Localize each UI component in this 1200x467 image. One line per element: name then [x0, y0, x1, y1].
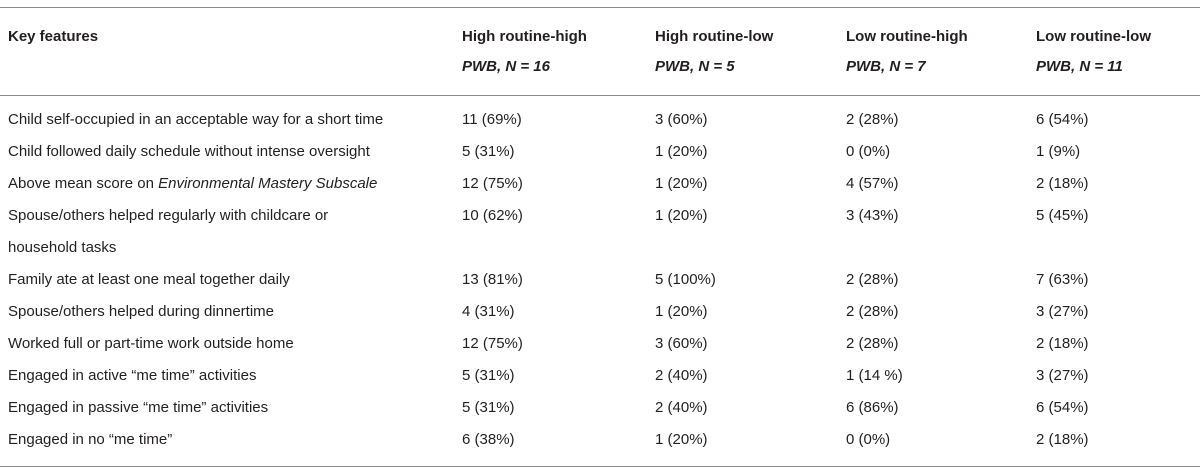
value-cell: 13 (81%) — [462, 271, 523, 288]
value-cell: 3 (60%) — [655, 335, 708, 352]
value-cell: 2 (40%) — [655, 399, 708, 416]
feature-cell: Above mean score on Environmental Master… — [0, 168, 454, 200]
value-cell: 1 (14 %) — [846, 367, 903, 384]
value-cell: 6 (54%) — [1036, 399, 1089, 416]
header-cell: High routine-high PWB, N = 16 — [454, 8, 647, 96]
feature-line2: household tasks — [8, 239, 117, 256]
table-row: Child self-occupied in an acceptable way… — [0, 96, 1200, 137]
feature-cell: Engaged in passive “me time” activities — [0, 392, 454, 424]
value-cell: 6 (54%) — [1036, 111, 1089, 128]
header-line: High routine-high — [462, 28, 587, 45]
feature-text: Worked full or part-time work outside ho… — [8, 335, 294, 352]
value-cell: 7 (63%) — [1036, 271, 1089, 288]
value-cell: 0 (0%) — [846, 431, 891, 448]
value-cell: 5 (31%) — [462, 367, 515, 384]
value-cell: 2 (28%) — [846, 111, 899, 128]
value-cell: 2 (28%) — [846, 335, 899, 352]
value-cell: 1 (20%) — [655, 207, 708, 224]
feature-cell: Engaged in active “me time” activities — [0, 360, 454, 392]
table-row: Engaged in no “me time” 6 (38%) 1 (20%) 0 (… — [0, 424, 1200, 467]
value-cell: 12 (75%) — [462, 335, 523, 352]
header-cell: Key features — [8, 28, 99, 45]
header-line: High routine-low — [655, 28, 774, 45]
header-subline: PWB, N = 16 — [462, 58, 550, 75]
value-cell: 1 (20%) — [655, 431, 708, 448]
value-cell: 5 (31%) — [462, 399, 515, 416]
header-cell: Low routine-high PWB, N = 7 — [838, 8, 1028, 96]
value-cell: 1 (20%) — [655, 175, 708, 192]
value-cell: 5 (45%) — [1036, 207, 1089, 224]
feature-text: Engaged in active “me time” activities — [8, 367, 257, 384]
feature-italic: Environmental Mastery Subscale — [158, 175, 378, 192]
value-cell: 3 (27%) — [1036, 367, 1089, 384]
value-cell: 5 (100%) — [655, 271, 716, 288]
feature-text: Family ate at least one meal together da… — [8, 271, 290, 288]
value-cell: 2 (40%) — [655, 367, 708, 384]
feature-cell: Child self-occupied in an acceptable way… — [0, 96, 454, 137]
table-row: Above mean score on Environmental Master… — [0, 168, 1200, 200]
value-cell: 2 (28%) — [846, 303, 899, 320]
header-subline: PWB, N = 5 — [655, 58, 735, 75]
table-row: Engaged in active “me time” activities 5 … — [0, 360, 1200, 392]
feature-cell: Engaged in no “me time” — [0, 424, 454, 467]
header-row: Key features High routine-high PWB, N = 16… — [0, 7, 1200, 96]
feature-cell: Spouse/others helped during dinnertime — [0, 296, 454, 328]
feature-text: Spouse/others helped regularly with chil… — [8, 207, 329, 224]
value-cell: 11 (69%) — [462, 111, 522, 128]
value-cell: 4 (31%) — [462, 303, 515, 320]
value-cell: 2 (28%) — [846, 271, 899, 288]
value-cell: 12 (75%) — [462, 175, 523, 192]
value-cell: 0 (0%) — [846, 143, 891, 160]
value-cell: 1 (9%) — [1036, 143, 1081, 160]
feature-cell: Spouse/others helped regularly with chil… — [0, 200, 454, 264]
value-cell: 2 (18%) — [1036, 175, 1089, 192]
value-cell: 5 (31%) — [462, 143, 515, 160]
table-body: Child self-occupied in an acceptable way… — [0, 96, 1200, 467]
feature-text: Child self-occupied in an acceptable way… — [8, 111, 384, 128]
table-row: Spouse/others helped during dinnertime 4 … — [0, 296, 1200, 328]
value-cell: 3 (27%) — [1036, 303, 1089, 320]
feature-cell: Worked full or part-time work outside ho… — [0, 328, 454, 360]
header-cell: High routine-low PWB, N = 5 — [647, 8, 838, 96]
table-row: Worked full or part-time work outside ho… — [0, 328, 1200, 360]
value-cell: 3 (60%) — [655, 111, 708, 128]
header-cell: Low routine-low PWB, N = 11 — [1028, 8, 1200, 96]
feature-text: Spouse/others helped during dinnertime — [8, 303, 275, 320]
value-cell: 4 (57%) — [846, 175, 899, 192]
table-row: Family ate at least one meal together da… — [0, 264, 1200, 296]
value-cell: 3 (43%) — [846, 207, 899, 224]
table-row: Spouse/others helped regularly with chil… — [0, 200, 1200, 264]
table-row: Child followed daily schedule without in… — [0, 136, 1200, 168]
value-cell: 2 (18%) — [1036, 431, 1089, 448]
feature-cell: Child followed daily schedule without in… — [0, 136, 454, 168]
feature-text: Engaged in passive “me time” activities — [8, 399, 269, 416]
header-subline: PWB, N = 11 — [1036, 58, 1123, 75]
feature-text: Child followed daily schedule without in… — [8, 143, 370, 160]
table-header: Key features High routine-high PWB, N = 16… — [0, 7, 1200, 96]
value-cell: 1 (20%) — [655, 143, 708, 160]
value-cell: 6 (86%) — [846, 399, 899, 416]
data-table: Key features High routine-high PWB, N = 16… — [0, 7, 1200, 467]
feature-cell: Family ate at least one meal together da… — [0, 264, 454, 296]
header-subline: PWB, N = 7 — [846, 58, 926, 75]
value-cell: 10 (62%) — [462, 207, 523, 224]
feature-text: Above mean score on — [8, 175, 154, 192]
value-cell: 2 (18%) — [1036, 335, 1089, 352]
table-row: Engaged in passive “me time” activities 5… — [0, 392, 1200, 424]
header-line: Low routine-low — [1036, 28, 1151, 45]
feature-text: Engaged in no “me time” — [8, 431, 173, 448]
value-cell: 1 (20%) — [655, 303, 708, 320]
header-line: Low routine-high — [846, 28, 968, 45]
value-cell: 6 (38%) — [462, 431, 515, 448]
